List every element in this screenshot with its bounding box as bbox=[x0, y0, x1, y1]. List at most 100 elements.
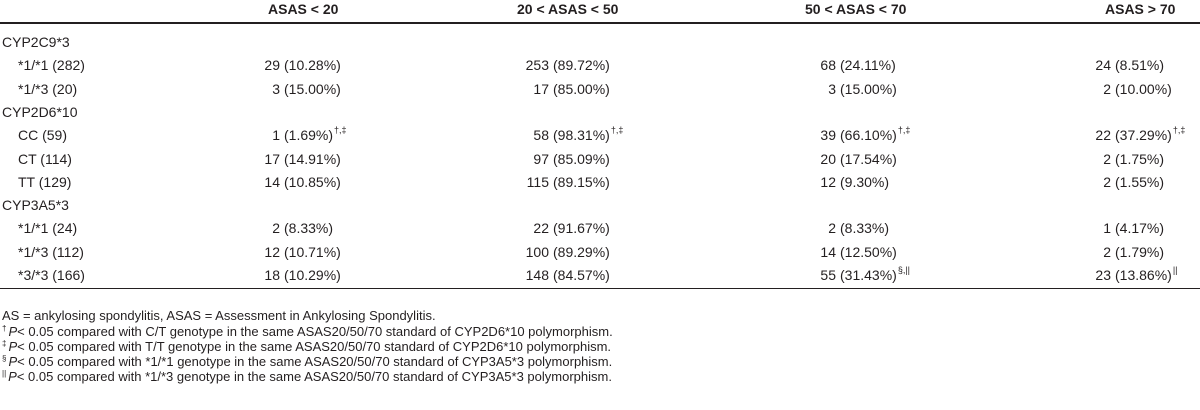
table-cell: 1 (4.17%) bbox=[1081, 217, 1164, 239]
percentage: (89.29%) bbox=[553, 243, 610, 260]
table-cell: 3 (15.00%) bbox=[806, 78, 897, 100]
table-cell: 2 (8.33%) bbox=[250, 217, 333, 239]
table-row: *1/*3 (20) 3 (15.00%) 17 (85.00%) 3 (15.00%) 2(… bbox=[0, 78, 1200, 100]
percentage: (9.30%) bbox=[840, 173, 890, 190]
count: 2 bbox=[1103, 80, 1111, 97]
genotype-label: *3/*3 (166) bbox=[18, 267, 85, 283]
percentage: (89.15%) bbox=[553, 173, 610, 190]
percentage: (98.31%) bbox=[553, 127, 610, 144]
footnote-text: < 0.05 compared with *1/*3 genotype in t… bbox=[16, 369, 612, 384]
percentage: (1.69%) bbox=[284, 127, 334, 144]
genotype-label: *1/*1 (282) bbox=[18, 57, 85, 74]
footnote: § P< 0.05 compared with *1/*1 genotype in… bbox=[2, 354, 612, 369]
footnote: || P< 0.05 compared with *1/*3 genotype i… bbox=[2, 369, 612, 384]
footnote-marker: §,|| bbox=[897, 265, 910, 275]
table-row: *1/*1 (282) 29 (10.28%) 253 (89.72%) 68 (24.11… bbox=[0, 54, 1200, 76]
table-cell: 29 (10.28%) bbox=[250, 54, 341, 76]
percentage: (15.00%) bbox=[284, 80, 341, 97]
percentage: (10.85%) bbox=[284, 173, 341, 190]
count: 14 bbox=[264, 173, 280, 190]
percentage: (85.00%) bbox=[553, 80, 610, 97]
percentage: (1.55%) bbox=[1115, 173, 1165, 190]
p-value-symbol: P bbox=[8, 324, 18, 339]
table-cell: 12 (10.71%) bbox=[250, 241, 341, 263]
p-value-symbol: P bbox=[8, 339, 18, 354]
count: 39 bbox=[820, 127, 836, 144]
column-header-asas-gt-70: ASAS > 70 bbox=[1105, 1, 1176, 17]
column-header-asas-20-50: 20 < ASAS < 50 bbox=[517, 1, 619, 17]
table-cell: 22 (37.29%)†,‡ bbox=[1081, 124, 1185, 146]
count: 100 bbox=[525, 243, 549, 260]
count: 14 bbox=[820, 243, 836, 260]
table-cell: 2 (1.79%) bbox=[1081, 241, 1164, 263]
table-row: CC (59) 1 (1.69%)†,‡ 58 (98.31%)†,‡ 39 (66.10%… bbox=[0, 124, 1200, 146]
percentage: (85.09%) bbox=[553, 150, 610, 167]
gene-label: CYP2D6*10 bbox=[2, 103, 78, 120]
footnote-marker: †,‡ bbox=[897, 125, 911, 136]
count: 2 bbox=[1103, 173, 1111, 190]
table-cell: 1 (1.69%)†,‡ bbox=[250, 124, 347, 146]
percentage: (13.86%) bbox=[1115, 267, 1172, 283]
percentage: (1.79%) bbox=[1115, 243, 1165, 260]
footnote-symbol: ‡ bbox=[2, 339, 7, 348]
count: 148 bbox=[525, 267, 549, 283]
percentage: (10.28%) bbox=[284, 57, 341, 74]
percentage: (8.33%) bbox=[284, 220, 334, 237]
table-cell: 22 (91.67%) bbox=[519, 217, 609, 239]
table-cell: 14 (12.50%) bbox=[806, 241, 896, 263]
percentage: (89.72%) bbox=[553, 57, 610, 74]
count: 3 bbox=[272, 80, 280, 97]
count: 20 bbox=[820, 150, 836, 167]
table-row: *3/*3 (166) 18 (10.29%) 148 (84.57%) 55 (31.43… bbox=[0, 264, 1200, 286]
genotype-label: *1/*3 (112) bbox=[18, 243, 84, 260]
footnote-symbol: § bbox=[2, 354, 7, 363]
count: 3 bbox=[828, 80, 836, 97]
footnote-marker: || bbox=[1172, 265, 1178, 275]
table-cell: 20 (17.54%) bbox=[806, 148, 897, 170]
percentage: (17.54%) bbox=[840, 150, 897, 167]
percentage: (24.11%) bbox=[840, 57, 896, 74]
footnote-text: < 0.05 compared with *1/*1 genotype in t… bbox=[17, 354, 613, 369]
percentage: (8.51%) bbox=[1115, 57, 1165, 74]
table-cell: 2 (10.00%) bbox=[1081, 78, 1172, 100]
header-rule bbox=[0, 22, 1200, 24]
percentage: (66.10%) bbox=[840, 127, 897, 144]
count: 55 bbox=[820, 267, 836, 283]
footnote-marker: †,‡ bbox=[1172, 125, 1186, 136]
footnote-symbol: † bbox=[2, 324, 7, 333]
table-row: *1/*3 (112) 12 (10.71%) 100 (89.29%) 14 (12.50… bbox=[0, 241, 1200, 263]
table-cell: 55 (31.43%)§,|| bbox=[806, 264, 910, 286]
bottom-rule bbox=[0, 288, 1200, 289]
footnote-marker: †,‡ bbox=[334, 125, 347, 136]
genotype-label: *1/*3 (20) bbox=[18, 80, 78, 97]
count: 2 bbox=[272, 220, 280, 237]
count: 68 bbox=[820, 57, 836, 74]
count: 2 bbox=[1103, 243, 1111, 260]
table-cell: 17 (14.91%) bbox=[250, 148, 341, 170]
table-cell: 68 (24.11%) bbox=[806, 54, 896, 76]
table-cell: 115 (89.15%) bbox=[519, 171, 610, 193]
percentage: (10.71%) bbox=[284, 243, 341, 260]
table-cell: 14 (10.85%) bbox=[250, 171, 341, 193]
table-row: *1/*1 (24) 2 (8.33%) 22 (91.67%) 2 (8.33%) 1 (4.… bbox=[0, 217, 1200, 239]
percentage: (31.43%) bbox=[840, 267, 897, 283]
count: 17 bbox=[533, 80, 549, 97]
count: 97 bbox=[533, 150, 549, 167]
count: 18 bbox=[264, 267, 280, 283]
count: 12 bbox=[264, 243, 280, 260]
percentage: (37.29%) bbox=[1115, 127, 1172, 144]
footnote-text: AS = ankylosing spondylitis, ASAS = Asse… bbox=[2, 308, 436, 323]
count: 12 bbox=[820, 173, 836, 190]
table-cell: 18 (10.29%) bbox=[250, 264, 340, 286]
genotype-label: CT (114) bbox=[18, 150, 72, 167]
gene-label: CYP3A5*3 bbox=[2, 197, 69, 214]
footnote-text: < 0.05 compared with C/T genotype in the… bbox=[17, 324, 613, 339]
table-cell: 24 (8.51%) bbox=[1081, 54, 1164, 76]
percentage: (8.33%) bbox=[840, 220, 890, 237]
percentage: (14.91%) bbox=[284, 150, 341, 167]
p-value-symbol: P bbox=[8, 369, 17, 384]
count: 22 bbox=[1095, 127, 1111, 144]
footnote: ‡ P< 0.05 compared with T/T genotype in t… bbox=[2, 339, 611, 354]
genotype-label: *1/*1 (24) bbox=[18, 220, 78, 237]
table-row: TT (129) 14 (10.85%) 115 (89.15%) 12 (9.30%) 2(… bbox=[0, 171, 1200, 193]
